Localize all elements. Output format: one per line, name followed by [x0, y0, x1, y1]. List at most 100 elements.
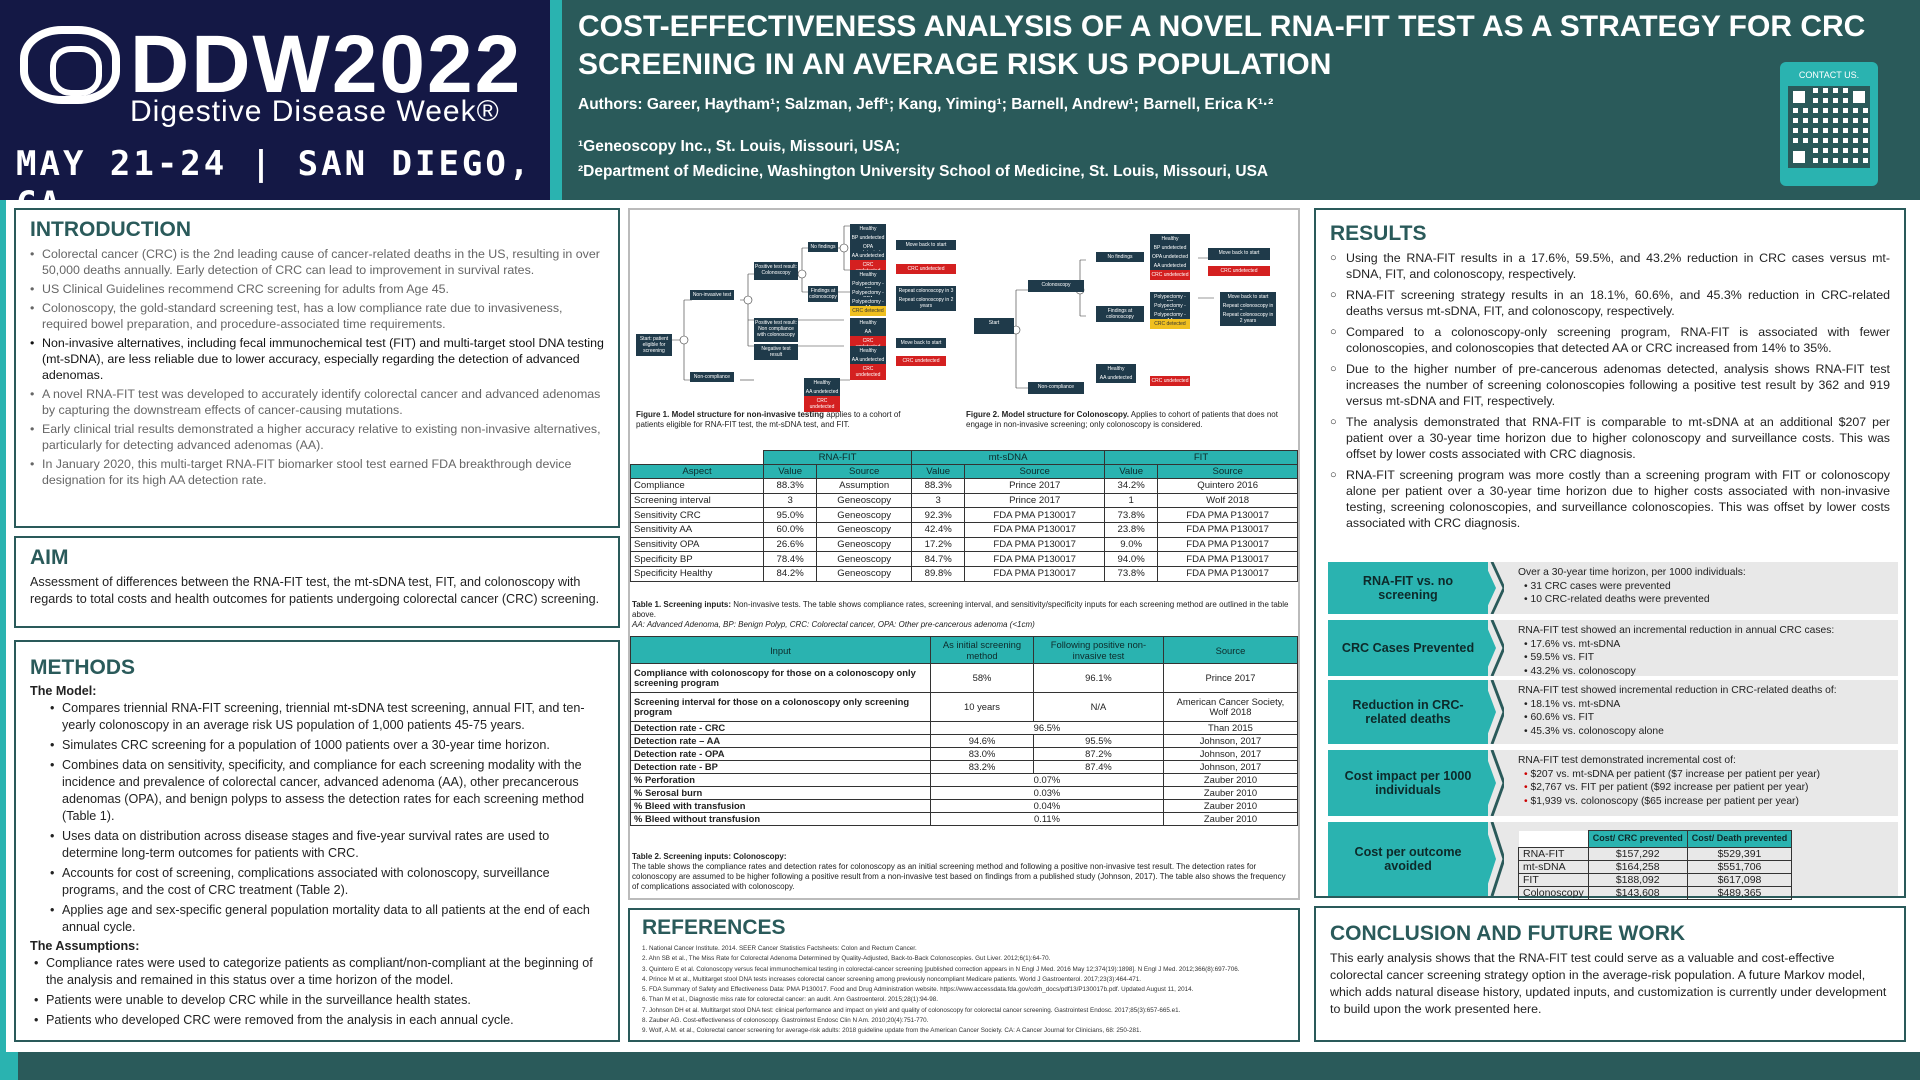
- table-1-cell: Geneoscopy: [816, 492, 913, 509]
- intro-item: Early clinical trial results demonstrate…: [30, 421, 604, 453]
- table-2-col: As initial screening method: [929, 636, 1035, 664]
- figure-2-node: CRC detected: [1150, 319, 1190, 329]
- results-row-bullet: 59.5% vs. FIT: [1524, 651, 1888, 665]
- figure-1-node: CRC undetected: [896, 356, 946, 366]
- table-2-cell: American Cancer Society, Wolf 2018: [1162, 692, 1299, 722]
- table-2-cell: Detection rate - BP: [630, 760, 931, 774]
- reference-item: 3. Quintero E et al. Colonoscopy versus …: [642, 965, 1240, 973]
- table-1-cell: 34.2%: [1104, 478, 1159, 494]
- table-1-cell: 23.8%: [1104, 522, 1159, 538]
- results-row-lead: RNA-FIT test demonstrated incremental co…: [1518, 755, 1736, 766]
- results-row-text: Over a 30-year time horizon, per 1000 in…: [1504, 562, 1898, 614]
- figure-1-node: No findings: [808, 242, 838, 252]
- table-row: Compliance with colonoscopy for those on…: [630, 663, 1299, 693]
- table-2-cell: 0.03%: [930, 786, 1164, 800]
- results-row: Cost per outcome avoided Cost/ CRC preven…: [1328, 822, 1898, 900]
- cost-table-cell: $164,258: [1587, 859, 1688, 874]
- figure-1-node: Move back to start: [896, 338, 946, 348]
- figure-2-node: Repeat colonoscopy in 2 years: [1220, 310, 1276, 326]
- table-1-col: Aspect: [630, 464, 764, 479]
- results-row-bullet: $2,767 vs. FIT per patient ($92 increase…: [1524, 781, 1888, 795]
- table-2-cell: 0.04%: [930, 799, 1164, 813]
- model-list: Compares triennial RNA-FIT screening, tr…: [30, 700, 604, 936]
- table-2-cell: % Perforation: [630, 773, 931, 787]
- figure-1-node: Findings at colonoscopy: [808, 286, 838, 302]
- figure-2-node: Move back to start: [1208, 248, 1270, 260]
- logo-subtitle: Digestive Disease Week®: [130, 95, 500, 128]
- table-1-group: FIT: [1104, 450, 1298, 465]
- results-item: Due to the higher number of pre-cancerou…: [1330, 361, 1890, 409]
- contact-label: CONTACT US.: [1798, 70, 1860, 80]
- results-row-tag: Reduction in CRC-related deaths: [1328, 680, 1488, 744]
- table-1-cell: 88.3%: [911, 478, 966, 494]
- table-2-cell: Detection rate - CRC: [630, 721, 931, 735]
- affiliation-2: ²Department of Medicine, Washington Univ…: [578, 163, 1269, 180]
- intro-item: In January 2020, this multi-target RNA-F…: [30, 456, 604, 488]
- table-1-cell: FDA PMA P130017: [964, 551, 1106, 568]
- figure-1-node: Repeat colonoscopy in 2 years: [896, 295, 956, 311]
- table-1-cell: Prince 2017: [964, 478, 1106, 494]
- table-2-cell: 87.4%: [1033, 760, 1164, 774]
- figure-1-node: CRC detected: [850, 306, 886, 316]
- table-1-cell: 84.7%: [911, 551, 966, 568]
- figure-1-node: Non-compliance: [690, 372, 734, 382]
- table-1-cell: Geneoscopy: [816, 566, 913, 582]
- table-1-cell: FDA PMA P130017: [1157, 536, 1298, 553]
- table-1-header-row: Aspect Value Source Value Source Value Source: [630, 464, 1298, 479]
- chevron-right-icon: [1484, 822, 1504, 896]
- figure-1-node: Healthy: [850, 346, 886, 356]
- results-item: RNA-FIT screening program was more costl…: [1330, 467, 1890, 531]
- figure-2-node: Move back to start: [1220, 292, 1276, 302]
- intro-item: US Clinical Guidelines recommend CRC scr…: [30, 281, 604, 297]
- figure-1-node: Positive test result: Colonoscopy: [754, 262, 798, 280]
- table-2-cell: 0.07%: [930, 773, 1164, 787]
- assumption-item: Patients were unable to develop CRC whil…: [30, 992, 604, 1009]
- table-1-group-blank: [630, 450, 764, 465]
- table-1-col: Value: [911, 464, 966, 479]
- intro-item: Colorectal cancer (CRC) is the 2nd leadi…: [30, 246, 604, 278]
- table-1-cell: 89.8%: [911, 566, 966, 582]
- cost-table-col: Cost/ Death prevented: [1686, 830, 1793, 848]
- table-1-cell: Assumption: [816, 478, 913, 494]
- table-1-col: Source: [1157, 464, 1298, 479]
- cost-table-cell: RNA-FIT: [1518, 846, 1589, 861]
- assumptions-list: Compliance rates were used to categorize…: [30, 955, 604, 1029]
- poster-footer: [0, 1052, 1920, 1080]
- reference-item: 7. Johnson DH et al. Multitarget stool D…: [642, 1006, 1181, 1014]
- table-row: % Bleed with transfusion 0.04% Zauber 2010: [630, 799, 1299, 813]
- results-row-bullet: $1,939 vs. colonoscopy ($65 increase per…: [1524, 795, 1888, 809]
- table-row: Detection rate – AA 94.6% 95.5% Johnson, 20…: [630, 734, 1299, 748]
- table-2-cell: 95.5%: [1033, 734, 1164, 748]
- table-1-cell: Geneoscopy: [816, 536, 913, 553]
- left-accent: [0, 200, 6, 1052]
- introduction-list: Colorectal cancer (CRC) is the 2nd leadi…: [30, 246, 604, 488]
- figure-2-node: Findings at colonoscopy: [1096, 306, 1144, 322]
- figure-1-node: AA: [850, 327, 886, 337]
- reference-item: 6. Than M et al., Diagnostic miss rate f…: [642, 996, 938, 1004]
- table-row: Specificity BP 78.4% Geneoscopy 84.7% FDA PM…: [630, 551, 1298, 568]
- results-row-lead: RNA-FIT test showed incremental reductio…: [1518, 685, 1837, 696]
- table-2-cell: % Serosal burn: [630, 786, 931, 800]
- table-1-cell: Sensitivity CRC: [630, 507, 764, 524]
- table-1-cell: 84.2%: [762, 566, 818, 582]
- conclusion-text: This early analysis shows that the RNA-F…: [1330, 951, 1887, 1016]
- cost-table-cell: $529,391: [1686, 846, 1793, 861]
- figure-1-node: Healthy: [850, 224, 886, 234]
- table-2-cell: Zauber 2010: [1162, 786, 1299, 800]
- intro-item: Non-invasive alternatives, including fec…: [30, 335, 604, 383]
- table-1-cell: Geneoscopy: [816, 551, 913, 568]
- results-row-tag: Cost impact per 1000 individuals: [1328, 750, 1488, 816]
- affiliation-1: ¹Geneoscopy Inc., St. Louis, Missouri, U…: [578, 138, 901, 155]
- table-2-cell: 94.6%: [929, 734, 1035, 748]
- figure-2-node: CRC undetected: [1150, 376, 1190, 386]
- table-1-cell: 94.0%: [1104, 551, 1159, 568]
- results-row-tag: RNA-FIT vs. no screening: [1328, 562, 1488, 614]
- figure-2-node: Colonoscopy: [1028, 280, 1084, 292]
- table-2-cell: Prince 2017: [1162, 663, 1299, 693]
- results-row: Reduction in CRC-related deaths RNA-FIT t…: [1328, 680, 1898, 744]
- table-row: % Serosal burn 0.03% Zauber 2010: [630, 786, 1299, 800]
- assumptions-label: The Assumptions:: [30, 939, 140, 953]
- table-1-cell: Geneoscopy: [816, 522, 913, 538]
- table-1-cell: Quintero 2016: [1157, 478, 1298, 494]
- contact-qr[interactable]: CONTACT US.: [1780, 62, 1878, 186]
